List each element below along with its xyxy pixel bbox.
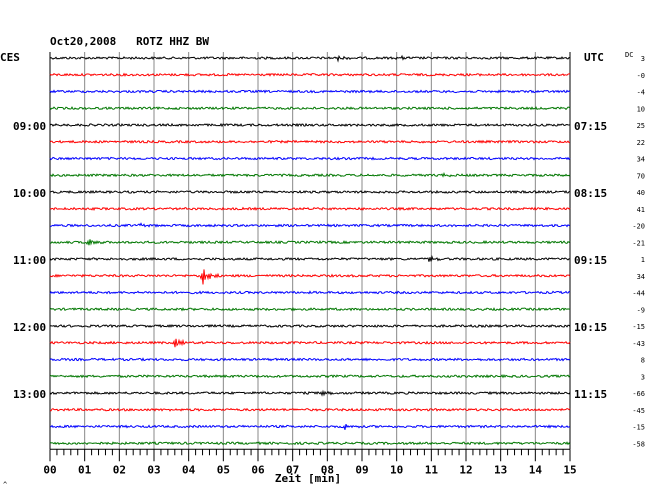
seismic-trace bbox=[49, 122, 571, 128]
seismic-trace bbox=[49, 290, 571, 295]
seismic-trace bbox=[49, 269, 571, 285]
dc-offset-value: 25 bbox=[637, 122, 645, 130]
seismic-trace bbox=[49, 239, 571, 246]
seismic-trace bbox=[49, 441, 571, 446]
x-tick-label: 10 bbox=[390, 463, 403, 476]
seismic-trace bbox=[49, 407, 571, 412]
left-hour-label: 12:00 bbox=[13, 321, 46, 334]
dc-offset-value: -15 bbox=[632, 424, 645, 432]
dc-offset-value: 1 bbox=[641, 256, 645, 264]
x-axis: 00 01 02 03 04 05 06 07 08 09 10 11 12 13 14 15 bbox=[43, 448, 577, 476]
x-tick-label: 12 bbox=[459, 463, 472, 476]
dc-offset-value: 34 bbox=[637, 273, 645, 281]
x-tick-label: 00 bbox=[43, 463, 56, 476]
seismic-trace bbox=[49, 338, 571, 348]
dc-offset-value: -44 bbox=[632, 290, 645, 298]
seismic-trace bbox=[49, 374, 571, 379]
chart-title: Oct20,2008 ROTZ HHZ BW bbox=[50, 35, 209, 48]
dc-offset-value: 22 bbox=[637, 139, 645, 147]
right-hour-label: 07:15 bbox=[574, 120, 607, 133]
dc-offset-value: 8 bbox=[641, 357, 645, 365]
dc-offset-value: 3 bbox=[641, 373, 645, 381]
left-hour-label: 09:00 bbox=[13, 120, 46, 133]
x-tick-label: 06 bbox=[251, 463, 265, 476]
dc-header-label: DC bbox=[625, 51, 633, 59]
seismic-trace bbox=[49, 89, 571, 94]
seismic-trace bbox=[49, 323, 571, 329]
dc-offset-value: -0 bbox=[637, 72, 645, 80]
seismic-trace bbox=[49, 106, 571, 111]
hour-labels: 09:00 10:00 11:00 12:00 13:00 07:15 08:15 09:15… bbox=[13, 120, 607, 401]
dc-offset-column: 3 -0 -4 10 25 22 34 70 40 41 -20 -21 1 34 -44 -9 -15 -43 8… bbox=[632, 55, 645, 448]
x-axis-label: Zeit [min] bbox=[275, 472, 341, 485]
x-tick-label: 09 bbox=[355, 463, 368, 476]
x-tick-label: 13 bbox=[494, 463, 507, 476]
seismic-trace bbox=[49, 423, 571, 430]
seismic-trace bbox=[50, 222, 571, 228]
dc-offset-value: 41 bbox=[637, 206, 645, 214]
seismic-trace bbox=[49, 307, 571, 312]
right-hour-label: 10:15 bbox=[574, 321, 607, 334]
seismic-trace bbox=[49, 357, 571, 362]
x-tick-label: 05 bbox=[217, 463, 230, 476]
dc-offset-value: 40 bbox=[637, 189, 645, 197]
left-hour-label: 10:00 bbox=[13, 187, 46, 200]
seismic-trace bbox=[49, 172, 571, 178]
left-timezone-label: CES bbox=[0, 51, 20, 64]
seismic-trace bbox=[49, 72, 571, 77]
dc-offset-value: -4 bbox=[637, 89, 645, 97]
right-hour-label: 11:15 bbox=[574, 388, 607, 401]
seismic-trace bbox=[49, 254, 571, 262]
x-tick-label: 08 bbox=[321, 463, 334, 476]
dc-offset-value: -9 bbox=[637, 306, 645, 314]
dc-offset-value: -15 bbox=[632, 323, 645, 331]
x-tick-label: 14 bbox=[529, 463, 543, 476]
dc-offset-value: 34 bbox=[637, 156, 645, 164]
x-tick-label: 07 bbox=[286, 463, 299, 476]
right-timezone-label: UTC bbox=[584, 51, 604, 64]
seismic-trace bbox=[49, 54, 571, 63]
right-hour-label: 09:15 bbox=[574, 254, 607, 267]
dc-offset-value: -66 bbox=[632, 390, 645, 398]
x-tick-label: 01 bbox=[78, 463, 92, 476]
x-tick-label: 04 bbox=[182, 463, 196, 476]
dc-offset-value: -45 bbox=[632, 407, 645, 415]
left-hour-label: 11:00 bbox=[13, 254, 46, 267]
minute-grid bbox=[49, 52, 571, 450]
dc-offset-value: 3 bbox=[641, 55, 645, 63]
right-hour-label: 08:15 bbox=[574, 187, 607, 200]
dc-offset-value: -58 bbox=[632, 440, 645, 448]
x-tick-label: 15 bbox=[563, 463, 576, 476]
x-tick-label: 02 bbox=[113, 463, 126, 476]
x-tick-label: 11 bbox=[425, 463, 439, 476]
dc-offset-value: -21 bbox=[632, 239, 645, 247]
dc-offset-value: 70 bbox=[637, 172, 645, 180]
footer-mark: ^ bbox=[3, 481, 7, 489]
left-hour-label: 13:00 bbox=[13, 388, 46, 401]
seismic-traces bbox=[49, 54, 571, 446]
seismic-trace bbox=[49, 139, 571, 144]
seismic-trace bbox=[49, 206, 571, 211]
dc-offset-value: -20 bbox=[632, 223, 645, 231]
seismic-trace bbox=[49, 389, 571, 397]
dc-offset-value: -43 bbox=[632, 340, 645, 348]
dc-offset-value: 10 bbox=[637, 105, 645, 113]
seismic-trace bbox=[49, 156, 571, 161]
x-tick-label: 03 bbox=[147, 463, 160, 476]
seismic-trace bbox=[49, 189, 571, 195]
